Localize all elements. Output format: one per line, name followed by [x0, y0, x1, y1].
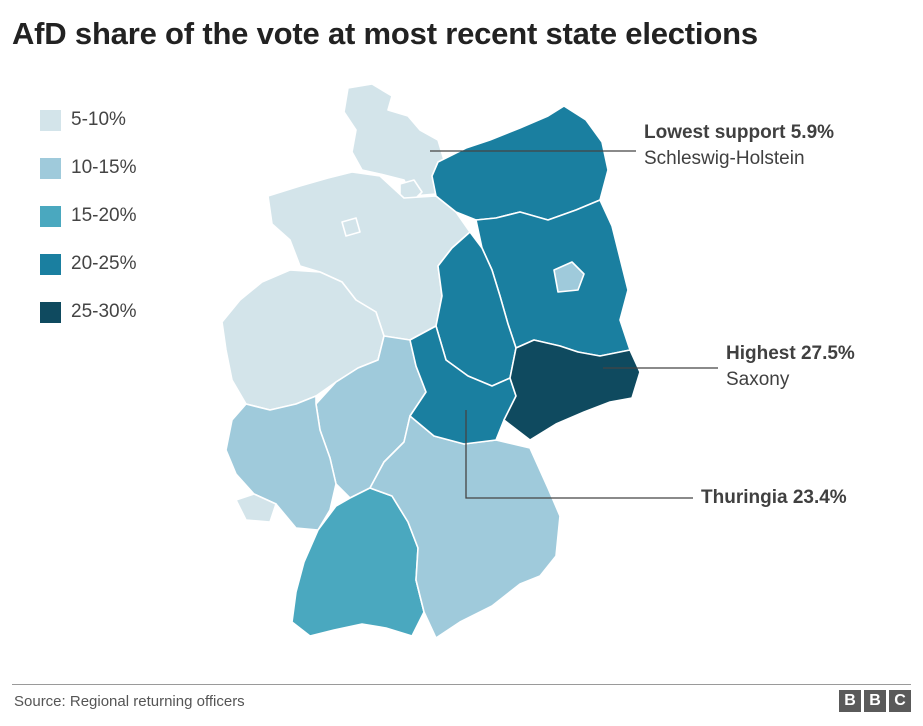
legend-label: 25-30% — [71, 301, 137, 322]
legend-swatch — [40, 157, 61, 179]
legend-label: 10-15% — [71, 157, 137, 178]
state-berlin: Berlin — [553, 261, 585, 293]
bbc-logo-letter: B — [839, 690, 861, 712]
bbc-logo-letter: C — [889, 690, 911, 712]
callout-highest-headline: Highest 27.5% — [726, 343, 855, 364]
bbc-logo-letter: B — [864, 690, 886, 712]
callout-lowest-state: Schleswig-Holstein — [644, 148, 805, 169]
legend-item-15-20: 15-20% — [40, 192, 137, 240]
callout-thuringia-headline: Thuringia 23.4% — [701, 487, 847, 508]
state-rhineland-palatinate: Rhineland-Palatinate — [225, 395, 337, 531]
legend-item-5-10: 5-10% — [40, 96, 137, 144]
legend-label: 20-25% — [71, 253, 137, 274]
legend-swatch — [40, 109, 61, 131]
leader-line-thuringia — [465, 410, 693, 499]
chart-title: AfD share of the vote at most recent sta… — [12, 16, 758, 51]
legend-label: 5-10% — [71, 109, 126, 130]
bbc-logo: B B C — [839, 690, 911, 712]
legend-swatch — [40, 301, 61, 323]
legend-item-25-30: 25-30% — [40, 288, 137, 336]
legend: 5-10% 10-15% 15-20% 20-25% 25-30% — [40, 96, 137, 336]
legend-swatch — [40, 253, 61, 275]
legend-label: 15-20% — [71, 205, 137, 226]
footer-divider — [12, 684, 911, 685]
legend-item-20-25: 20-25% — [40, 240, 137, 288]
callout-highest: Highest 27.5% Saxony — [726, 341, 855, 393]
state-saarland: Saarland — [235, 493, 277, 523]
callout-lowest: Lowest support 5.9% Schleswig-Holstein — [644, 120, 834, 172]
state-mecklenburg-vorpommern: Mecklenburg-Vorpommern — [431, 105, 609, 221]
state-bremen: Bremen — [341, 217, 361, 237]
callout-lowest-headline: Lowest support 5.9% — [644, 122, 835, 143]
callout-thuringia: Thuringia 23.4% — [701, 485, 847, 511]
legend-item-10-15: 10-15% — [40, 144, 137, 192]
state-saxony: Saxony — [503, 339, 641, 441]
legend-swatch — [40, 205, 61, 227]
callout-highest-state: Saxony — [726, 369, 790, 390]
source-note: Source: Regional returning officers — [14, 693, 245, 710]
state-baden-wurttemberg: Baden-Württemberg — [291, 487, 425, 637]
